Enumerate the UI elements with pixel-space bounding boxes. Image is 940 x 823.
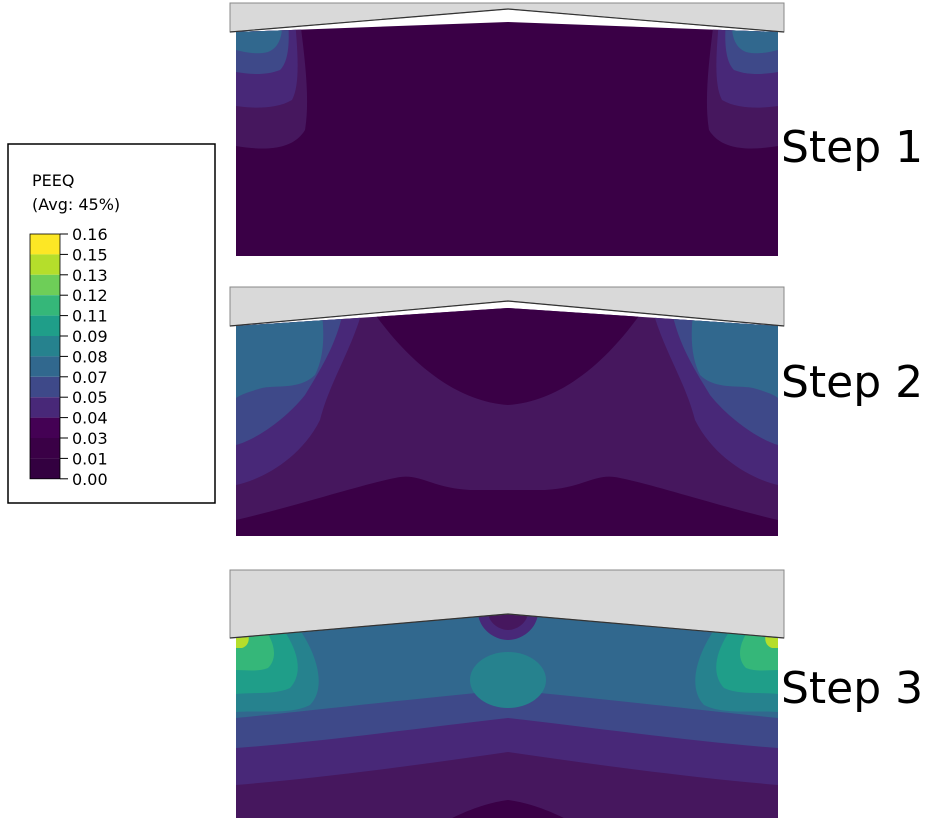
contour-base [236, 22, 778, 256]
legend-swatch [30, 315, 60, 336]
contour-band [236, 476, 778, 536]
legend-swatch [30, 376, 60, 398]
step-label: Step 3 [781, 663, 923, 714]
legend-swatch [30, 336, 60, 357]
legend-swatch [30, 438, 60, 459]
legend-tick-label: 0.00 [72, 470, 108, 489]
legend-title: PEEQ [32, 171, 74, 190]
legend-tick-label: 0.03 [72, 429, 108, 448]
legend-tick-label: 0.07 [72, 368, 108, 387]
legend-subtitle: (Avg: 45%) [32, 195, 120, 214]
legend-tick-label: 0.15 [72, 245, 108, 264]
contour-band [470, 652, 546, 708]
legend-tick-label: 0.04 [72, 409, 108, 428]
legend-tick-label: 0.05 [72, 388, 108, 407]
legend-tick-label: 0.09 [72, 327, 108, 346]
legend: PEEQ (Avg: 45%) 0.160.15 0.130.12 0.110.09… [7, 143, 216, 504]
tool-contact-edge [229, 613, 785, 639]
legend-swatch [30, 356, 60, 377]
step-label: Step 2 [781, 357, 923, 408]
legend-swatch [30, 458, 60, 479]
legend-ticks: 0.160.15 0.130.12 0.110.090.08 0.070.05 0.04… [60, 225, 108, 489]
legend-tick-label: 0.01 [72, 449, 108, 468]
legend-colorbar [29, 233, 61, 480]
contour-band [440, 800, 576, 818]
legend-swatch [30, 417, 60, 438]
legend-tick-label: 0.11 [72, 307, 108, 326]
tool-contact-edge [229, 8, 785, 33]
contour-band [488, 614, 528, 630]
tool-contact-edge [229, 300, 785, 327]
contour-band [236, 752, 778, 818]
legend-swatch [30, 295, 60, 316]
legend-swatch [30, 234, 60, 255]
legend-swatch [30, 274, 60, 296]
legend-tick-label: 0.08 [72, 347, 108, 366]
step-label: Step 1 [781, 122, 923, 173]
legend-swatch [30, 254, 60, 275]
panel-step-2: Step 2 [229, 286, 923, 536]
legend-tick-label: 0.13 [72, 266, 108, 285]
legend-tick-label: 0.12 [72, 286, 108, 305]
panel-step-1: Step 1 [229, 2, 923, 256]
contour-band [365, 308, 650, 405]
legend-swatch [30, 397, 60, 418]
panel-step-3: Step 3 [229, 569, 923, 818]
legend-tick-label: 0.16 [72, 225, 108, 244]
